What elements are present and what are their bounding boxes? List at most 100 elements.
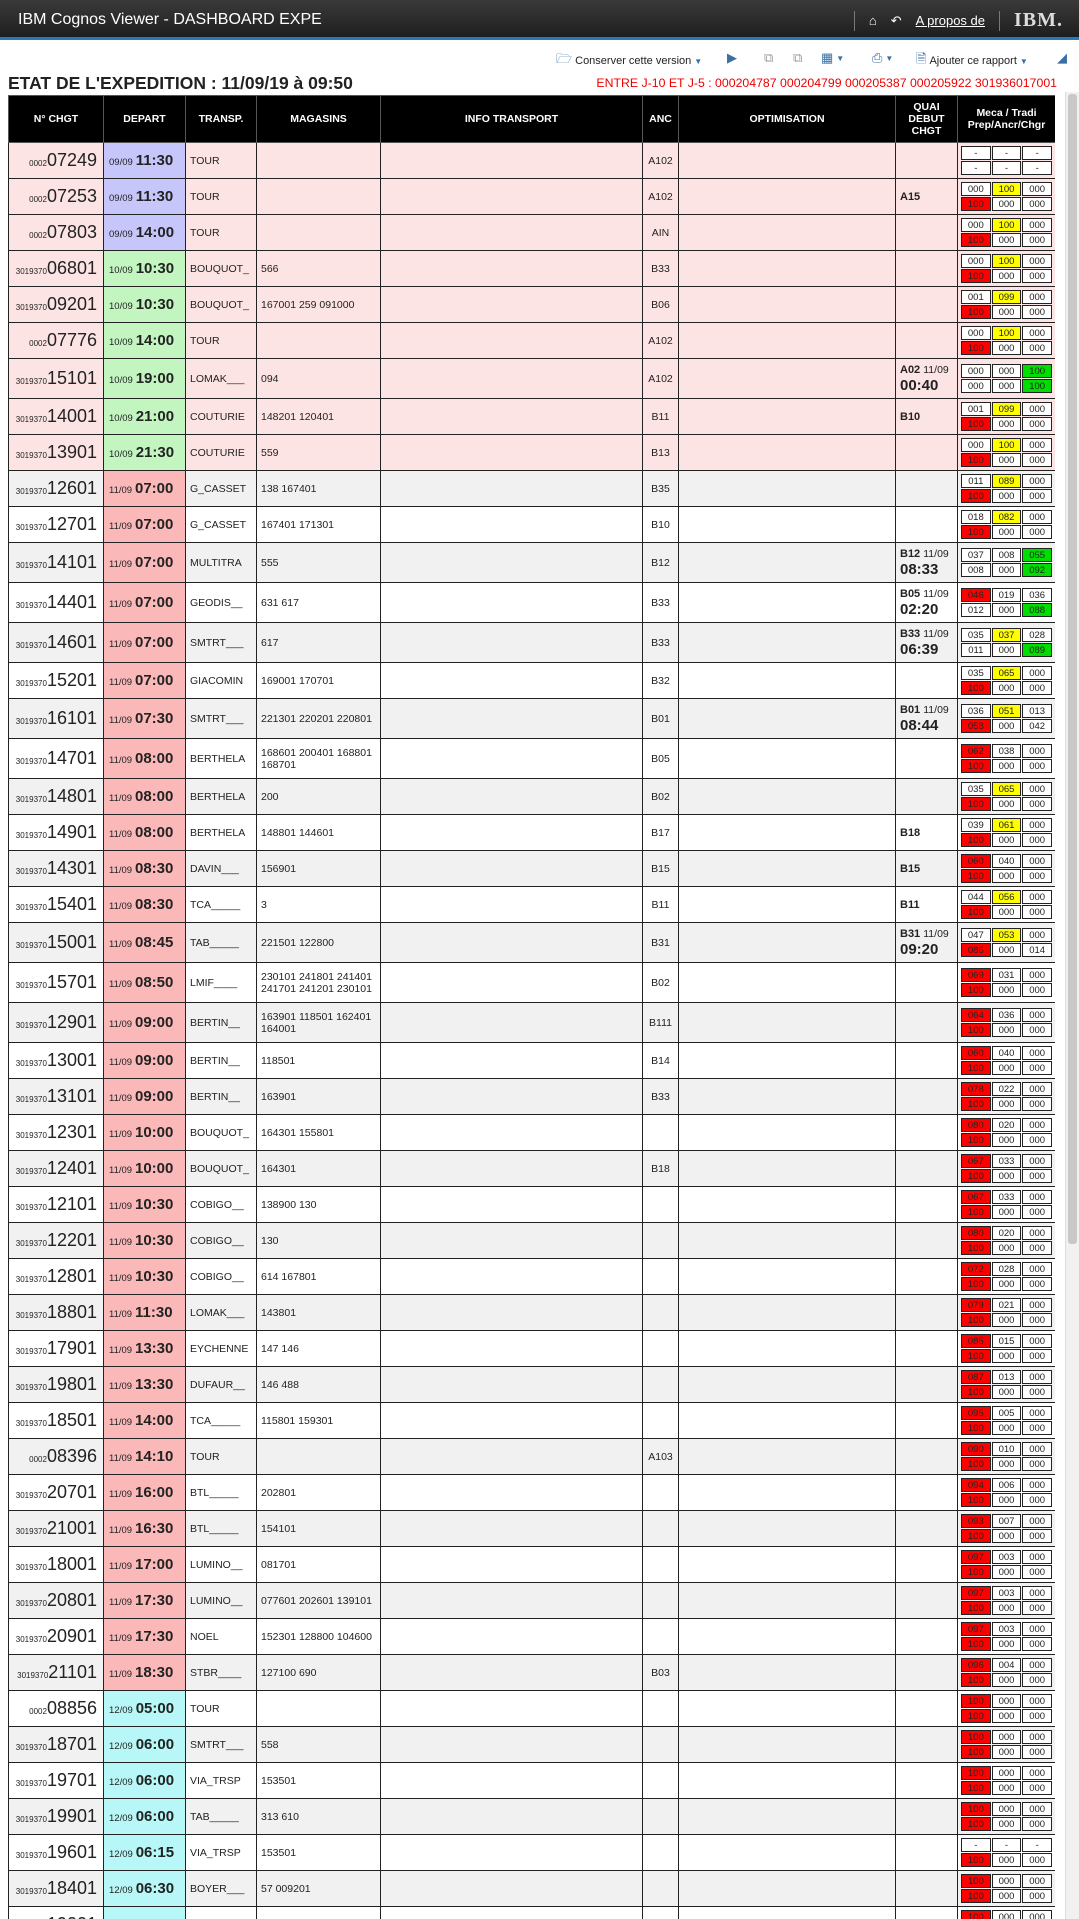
chgt-cell[interactable]: 000207253	[8, 178, 104, 215]
chgt-cell[interactable]: 301937014901	[8, 814, 104, 851]
chgt-cell[interactable]: 301937017901	[8, 1330, 104, 1367]
depart-cell: 11/09 09:00	[103, 1002, 186, 1043]
chgt-cell[interactable]: 301937015001	[8, 922, 104, 963]
drill-down-button[interactable]: ⧉	[764, 50, 773, 66]
meca-cell: 000	[1022, 1205, 1052, 1219]
table-row: 301937018801 11/09 11:30 LOMAK___ 143801 07…	[8, 1294, 1055, 1331]
vertical-scrollbar[interactable]	[1065, 92, 1079, 1919]
chgt-cell[interactable]: 301937018801	[8, 1294, 104, 1331]
chgt-cell[interactable]: 301937014101	[8, 542, 104, 583]
chgt-cell[interactable]: 301937015201	[8, 662, 104, 699]
chgt-cell[interactable]: 301937019901	[8, 1798, 104, 1835]
chgt-cell[interactable]: 301937018001	[8, 1546, 104, 1583]
info-transport-cell	[380, 1294, 643, 1331]
chgt-cell[interactable]: 301937013001	[8, 1042, 104, 1079]
chgt-cell[interactable]: 301937012201	[8, 1222, 104, 1259]
meca-cell: 096	[961, 1658, 991, 1672]
chgt-cell[interactable]: 301937016101	[8, 698, 104, 739]
chgt-cell[interactable]: 301937012601	[8, 470, 104, 507]
keep-version-menu[interactable]: 🗁 Conserver cette version ▼	[556, 50, 702, 72]
chgt-cell[interactable]: 301937019001	[8, 1906, 104, 1919]
optimisation-cell	[678, 250, 896, 287]
chgt-cell[interactable]: 301937020901	[8, 1618, 104, 1655]
meca-cell: 000	[1022, 1874, 1052, 1888]
depart-date: 11/09	[109, 1561, 133, 1572]
quai-code: B12	[900, 548, 921, 560]
chgt-cell[interactable]: 301937018701	[8, 1726, 104, 1763]
chgt-cell[interactable]: 301937019801	[8, 1366, 104, 1403]
print-menu[interactable]: ⎙ ▼	[872, 50, 893, 66]
chgt-cell[interactable]: 301937013101	[8, 1078, 104, 1115]
view-format-menu[interactable]: ▦ ▼	[821, 50, 844, 66]
info-transport-cell	[380, 434, 643, 471]
table-row: 301937020701 11/09 16:00 BTL_____ 202801 09…	[8, 1474, 1055, 1511]
chgt-cell[interactable]: 301937012101	[8, 1186, 104, 1223]
chgt-cell[interactable]: 301937015701	[8, 962, 104, 1003]
chgt-cell[interactable]: 301937014601	[8, 622, 104, 663]
chgt-prefix: 3019370	[15, 1347, 47, 1356]
chgt-cell[interactable]: 301937014301	[8, 850, 104, 887]
scrollbar-thumb[interactable]	[1068, 94, 1077, 1244]
drill-up-button[interactable]: ⧉	[793, 50, 802, 66]
chgt-cell[interactable]: 000207776	[8, 322, 104, 359]
magasins-cell: 559	[256, 434, 381, 471]
chgt-cell[interactable]: 301937019601	[8, 1834, 104, 1871]
anc-cell	[642, 1186, 679, 1223]
meca-cell: 000	[1022, 438, 1052, 452]
about-link[interactable]: A propos de	[915, 13, 985, 28]
chgt-cell[interactable]: 301937012801	[8, 1258, 104, 1295]
chgt-number: 12901	[46, 1012, 97, 1032]
magasins-cell: 221301 220201 220801	[256, 698, 381, 739]
chgt-cell[interactable]: 301937006801	[8, 250, 104, 287]
meca-grid: 067 033 000 100 000 000	[961, 1154, 1052, 1183]
chgt-cell[interactable]: 301937009201	[8, 286, 104, 323]
chgt-number: 12201	[46, 1230, 97, 1250]
chgt-cell[interactable]: 301937020701	[8, 1474, 104, 1511]
chgt-cell[interactable]: 301937014401	[8, 582, 104, 623]
meca-cell: 000	[1022, 1349, 1052, 1363]
chgt-cell[interactable]: 301937015101	[8, 358, 104, 399]
add-report-menu[interactable]: 🗎 Ajouter ce rapport ▼	[916, 50, 1028, 72]
report-heading: ETAT DE L'EXPEDITION : 11/09/19 à 09:50	[8, 73, 353, 93]
meca-cell-group: ------	[957, 142, 1055, 179]
chgt-cell[interactable]: 000207803	[8, 214, 104, 251]
chgt-cell[interactable]: 301937014801	[8, 778, 104, 815]
chgt-cell[interactable]: 301937015401	[8, 886, 104, 923]
run-button[interactable]: ▶	[727, 50, 737, 66]
depart-time: 11:30	[135, 152, 174, 169]
chgt-cell[interactable]: 301937014701	[8, 738, 104, 779]
quai-code: A02	[900, 364, 921, 376]
chgt-prefix: 3019370	[15, 867, 47, 876]
meca-cell: 010	[991, 1442, 1022, 1456]
chgt-cell[interactable]: 301937012401	[8, 1150, 104, 1187]
chgt-cell[interactable]: 000208856	[8, 1690, 104, 1727]
chgt-cell[interactable]: 301937019701	[8, 1762, 104, 1799]
chgt-cell[interactable]: 301937012901	[8, 1002, 104, 1043]
meca-cell: 000	[991, 1133, 1022, 1147]
meca-grid: 000 000 100 000 000 100	[961, 364, 1052, 393]
chgt-cell[interactable]: 301937021001	[8, 1510, 104, 1547]
chgt-cell[interactable]: 301937020801	[8, 1582, 104, 1619]
anc-cell	[642, 1366, 679, 1403]
chgt-cell[interactable]: 301937012301	[8, 1114, 104, 1151]
chgt-cell[interactable]: 000207249	[8, 142, 104, 179]
chgt-cell[interactable]: 301937014001	[8, 398, 104, 435]
chgt-cell[interactable]: 301937018501	[8, 1402, 104, 1439]
meca-cell: 072	[961, 1262, 991, 1276]
meca-cell: 100	[961, 905, 991, 919]
chgt-number: 14401	[46, 592, 97, 612]
back-icon[interactable]: ↶	[890, 12, 902, 28]
chgt-number: 19701	[46, 1770, 97, 1790]
meca-cell: 000	[991, 1565, 1022, 1579]
chgt-cell[interactable]: 301937018401	[8, 1870, 104, 1907]
more-button[interactable]: ◢	[1057, 50, 1067, 66]
quai-cell	[895, 322, 958, 359]
chgt-cell[interactable]: 301937012701	[8, 506, 104, 543]
chgt-cell[interactable]: 301937013901	[8, 434, 104, 471]
anc-cell	[642, 1546, 679, 1583]
chgt-cell[interactable]: 000208396	[8, 1438, 104, 1475]
home-icon[interactable]: ⌂	[868, 13, 877, 28]
meca-cell: 000	[1022, 1601, 1052, 1615]
info-transport-cell	[380, 582, 643, 623]
chgt-cell[interactable]: 301937021101	[8, 1654, 104, 1691]
